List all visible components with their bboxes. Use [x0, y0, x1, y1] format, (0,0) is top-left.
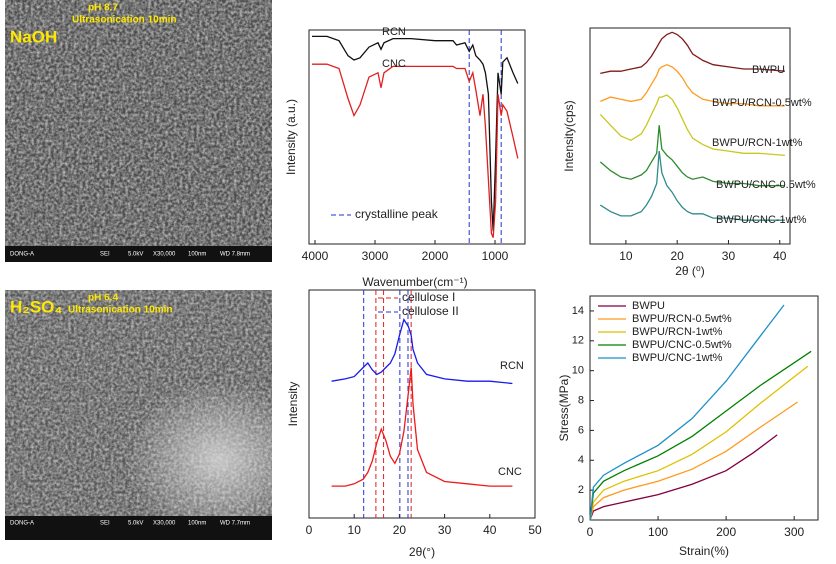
sem-info: SEI	[100, 252, 110, 258]
legend-label: crystalline peak	[355, 207, 439, 221]
sem-info: 100nm	[188, 521, 206, 527]
x-tick-label: 30	[722, 249, 736, 263]
y-axis-label: Stress(MPa)	[557, 375, 571, 442]
sem-treatment: Ultrasonication 10min	[72, 15, 176, 26]
x-tick-label: 100	[648, 525, 668, 539]
y-tick-label: 8	[578, 394, 584, 406]
x-tick-label: 3000	[362, 249, 389, 263]
sem-info: 100nm	[188, 252, 206, 258]
x-axis-label: Strain(%)	[679, 544, 729, 558]
series-line	[599, 151, 785, 221]
x-tick-label: 300	[784, 525, 804, 539]
x-tick-label: 4000	[302, 249, 329, 263]
x-tick-label: 2000	[422, 249, 449, 263]
x-tick-label: 30	[438, 523, 452, 537]
sem-image-bottom: H₂SO₄ pH 6.4 Ultrasonication 10min	[5, 290, 272, 540]
legend-label: cellulose I	[402, 290, 455, 304]
sem-info: 5.0kV	[128, 252, 143, 258]
sem-ph: pH 8.7	[88, 3, 118, 14]
y-tick-label: 0	[578, 514, 584, 526]
series-label: BWPU/RCN-0.5wt%	[712, 97, 812, 109]
sem-info: 5.0kV	[128, 521, 143, 527]
series-label: BWPU/RCN-1wt%	[712, 137, 803, 149]
sem-label: NaOH	[10, 27, 57, 46]
legend-label: BWPU/CNC-1wt%	[632, 352, 723, 364]
series-label: CNC	[382, 58, 406, 70]
y-tick-label: 6	[578, 424, 584, 436]
sem-info: SEI	[100, 521, 110, 527]
y-axis-label: Intensity	[286, 382, 300, 427]
x-tick-label: 0	[306, 523, 313, 537]
series-line	[599, 94, 785, 157]
x-tick-label: 10	[348, 523, 362, 537]
series-line	[599, 125, 785, 187]
series-line	[331, 367, 513, 487]
sem-image-top: NaOH pH 8.7 Ultrasonication 10min	[5, 0, 272, 262]
series-label: BWPU/CNC-1wt%	[716, 214, 807, 226]
sem-info: DONG-A	[10, 252, 34, 258]
sem-treatment: Ultrasonication 10min	[68, 305, 172, 316]
y-tick-label: 2	[578, 484, 584, 496]
x-tick-label: 40	[483, 523, 497, 537]
y-tick-label: 14	[572, 305, 584, 317]
plot-frame	[589, 27, 791, 245]
y-tick-label: 12	[572, 335, 584, 347]
series-label: BWPU	[752, 64, 785, 76]
x-axis-label: Wavenumber(cm⁻¹)	[362, 275, 467, 289]
legend-label: BWPU	[632, 300, 665, 312]
x-tick-label: 1000	[482, 249, 509, 263]
series-line	[312, 63, 519, 238]
series-line	[600, 31, 785, 75]
legend-label: BWPU/RCN-0.5wt%	[632, 313, 732, 325]
series-line	[589, 401, 798, 521]
series-label: RCN	[382, 26, 406, 38]
plot-frame	[308, 289, 536, 519]
sem-info: X30,000	[153, 521, 176, 527]
x-tick-label: 20	[670, 249, 684, 263]
series-label: BWPU/CNC-0.5wt%	[716, 179, 816, 191]
x-axis-label: 2θ(°)	[409, 545, 435, 559]
series-line	[589, 365, 809, 521]
series-line	[589, 434, 778, 521]
sem-info: DONG-A	[10, 521, 34, 527]
series-label: CNC	[498, 466, 522, 478]
x-axis-label: 2θ (⁰)	[675, 264, 704, 278]
series-line	[312, 35, 519, 232]
x-tick-label: 200	[716, 525, 736, 539]
series-line	[600, 63, 785, 107]
sem-ph: pH 6.4	[88, 293, 118, 304]
y-tick-label: 4	[578, 454, 584, 466]
series-label: RCN	[500, 360, 524, 372]
legend-label: cellulose II	[402, 304, 459, 318]
x-tick-label: 40	[773, 249, 787, 263]
x-tick-label: 20	[393, 523, 407, 537]
series-line	[589, 304, 785, 521]
y-axis-label: Intensity(cps)	[562, 100, 576, 171]
y-axis-label: Intensity (a.u.)	[284, 99, 298, 175]
series-line	[331, 318, 513, 385]
x-tick-label: 0	[587, 525, 594, 539]
sem-info: WD 7.7mm	[220, 521, 250, 527]
x-tick-label: 10	[619, 249, 633, 263]
sem-info: X30,000	[153, 252, 176, 258]
plot-frame	[589, 295, 819, 521]
x-tick-label: 50	[528, 523, 542, 537]
legend-label: BWPU/RCN-1wt%	[632, 326, 723, 338]
y-tick-label: 10	[572, 365, 584, 377]
plot-frame	[308, 29, 526, 245]
sem-label: H₂SO₄	[10, 297, 63, 316]
series-line	[589, 350, 812, 521]
sem-info: WD 7.8mm	[220, 252, 250, 258]
legend-label: BWPU/CNC-0.5wt%	[632, 339, 732, 351]
